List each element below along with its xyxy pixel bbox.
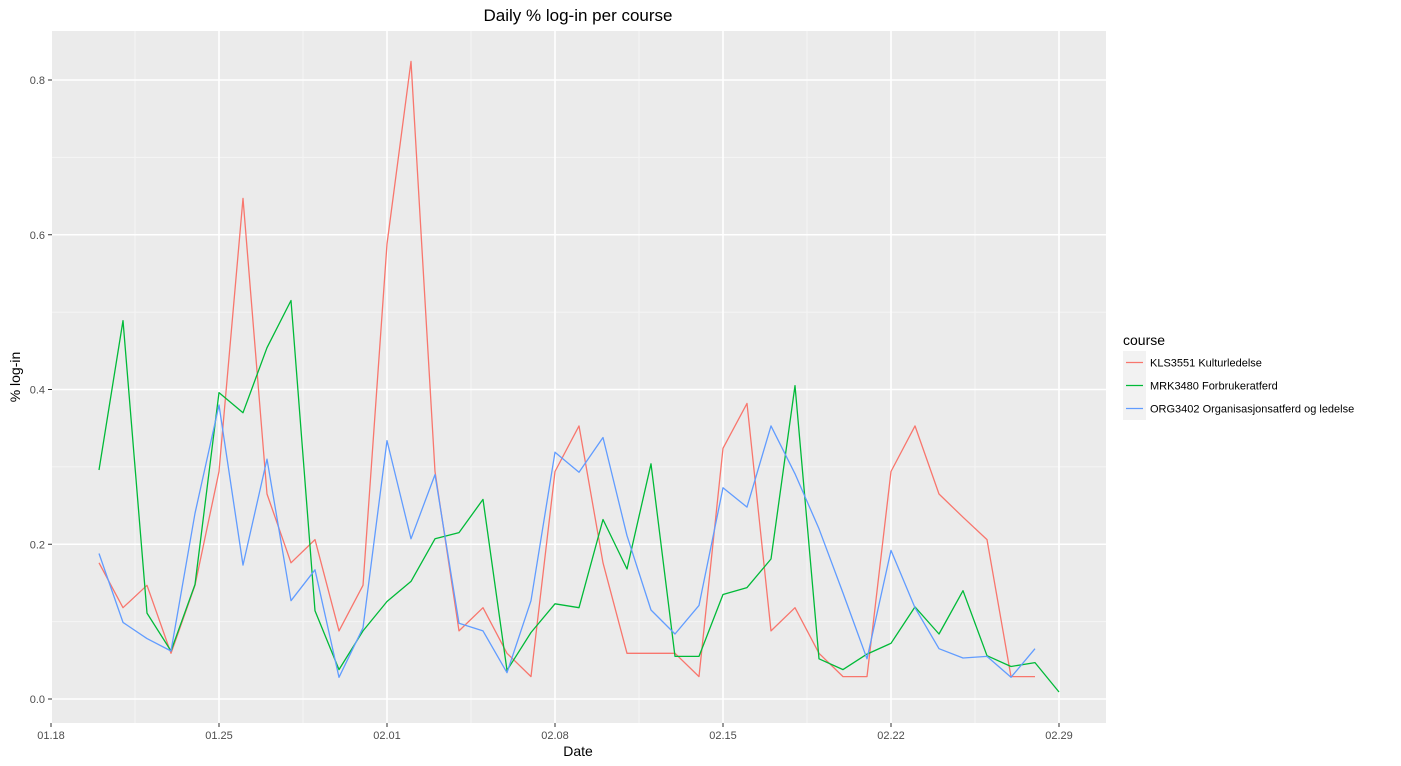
- minor-gridlines: [52, 31, 1106, 723]
- x-tick-label: 02.01: [373, 730, 401, 742]
- x-tick-label: 02.15: [709, 730, 737, 742]
- x-tick-label: 02.22: [877, 730, 905, 742]
- legend-label: KLS3551 Kulturledelse: [1150, 358, 1262, 370]
- x-tick-label: 02.08: [541, 730, 569, 742]
- x-tick-label: 01.25: [205, 730, 233, 742]
- series-line-2: [98, 299, 1060, 693]
- legend: course KLS3551 Kulturledelse MRK3480 Forb…: [1123, 332, 1354, 420]
- y-axis-title: % log-in: [7, 352, 23, 403]
- legend-label: ORG3402 Organisasjonsatferd og ledelse: [1150, 404, 1354, 416]
- y-tick-label: 0.0: [30, 694, 45, 706]
- chart-title: Daily % log-in per course: [484, 6, 673, 25]
- x-axis-title: Date: [563, 743, 593, 759]
- legend-title: course: [1123, 332, 1165, 348]
- legend-label: MRK3480 Forbrukeratferd: [1150, 381, 1278, 393]
- series-line-3: [98, 404, 1036, 678]
- legend-items: KLS3551 Kulturledelse MRK3480 Forbrukerat…: [1123, 351, 1354, 420]
- y-tick-label: 0.4: [30, 385, 45, 397]
- y-axis: 0.0 0.2 0.4 0.6 0.8: [30, 75, 52, 706]
- x-tick-label: 02.29: [1045, 730, 1073, 742]
- x-axis: 01.18 01.25 02.01 02.08 02.15 02.22 02.29: [37, 723, 1073, 742]
- series-lines: [98, 60, 1060, 693]
- x-tick-label: 01.18: [37, 730, 65, 742]
- y-tick-label: 0.6: [30, 230, 45, 242]
- y-tick-label: 0.8: [30, 75, 45, 87]
- series-line-1: [98, 60, 1035, 678]
- major-gridlines: [50, 31, 1106, 723]
- y-tick-label: 0.2: [30, 539, 45, 551]
